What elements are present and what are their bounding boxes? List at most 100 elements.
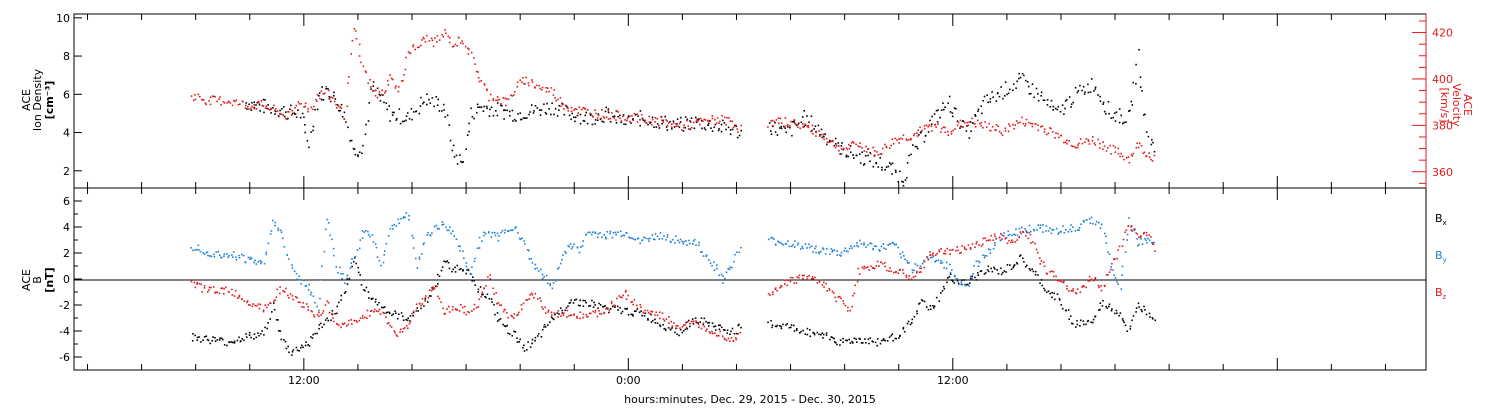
by-point [521,237,523,240]
velocity-point [908,139,910,141]
density-point [908,154,910,157]
bx-point [1118,314,1120,317]
velocity-point [1081,142,1084,145]
velocity-point [478,80,481,83]
bz-point [619,296,622,299]
by-point [597,233,600,235]
density-point [881,166,883,169]
density-point [969,121,972,123]
density-point [811,129,813,132]
density-point [459,154,461,156]
by-point [914,263,917,265]
velocity-point [673,122,675,124]
velocity-point [607,109,610,112]
bx-point [957,282,960,284]
velocity-point [654,117,657,119]
density-point [1019,76,1022,79]
bx-point [362,289,365,291]
by-point [503,231,506,234]
velocity-point [931,130,933,132]
bx-point [694,317,697,319]
density-point [1131,104,1134,106]
bz-point [1010,241,1012,244]
velocity-point [1137,146,1140,149]
velocity-point [1047,132,1050,135]
bx-point [376,304,379,306]
bz-point [216,291,219,294]
density-point [279,109,281,112]
bx-point [991,270,994,273]
velocity-point [353,28,356,30]
bx-point [735,332,738,335]
velocity-point [355,38,358,40]
density-point [918,134,920,136]
velocity-point [1077,144,1079,146]
by-point [1050,232,1053,235]
bz-point [196,281,198,284]
bz-point [465,313,467,316]
bx-point [848,338,850,341]
bx-point [927,308,930,311]
density-point [720,130,723,133]
bz-point [590,312,592,315]
bx-point [551,317,554,320]
density-point [1007,92,1010,95]
by-point [649,237,651,240]
bx-point [496,312,499,314]
density-point [508,110,511,113]
bx-point [790,324,793,326]
by-point [736,251,738,253]
bz-point [886,269,888,272]
by-point [1020,232,1022,235]
by-point [809,246,811,249]
velocity-point [660,116,662,118]
by-point [636,238,639,240]
bz-point [389,324,391,327]
bx-point [1028,268,1031,270]
bz-point [347,323,349,326]
bz-point [1079,291,1082,293]
density-point [426,93,428,95]
by-point [333,254,335,257]
density-point [303,116,305,119]
density-point [974,114,976,116]
bx-point [1067,309,1070,311]
density-point [711,130,714,132]
velocity-point [789,125,791,127]
bz-point [803,274,805,277]
bx-point [473,280,475,282]
bz-point [1105,274,1108,276]
velocity-point [470,51,473,54]
by-point [812,251,814,253]
density-point [410,108,413,110]
bx-point [1115,309,1118,312]
bz-point [729,340,731,342]
by-point [968,285,970,287]
bz-point [234,289,237,292]
velocity-point [362,65,365,68]
velocity-point [418,46,420,48]
density-point [901,180,903,183]
by-point [973,264,975,267]
density-point [863,163,866,165]
bz-point [818,281,821,283]
density-point [970,130,972,132]
by-point [1036,229,1038,231]
velocity-point [709,120,711,123]
bz-point [943,252,945,255]
bz-point [424,300,427,302]
bottom-panel-frame [73,187,1427,371]
bz-point [712,332,714,335]
bz-point [844,304,847,307]
by-point [941,261,944,264]
bx-point [1056,293,1059,295]
velocity-point [582,107,584,109]
by-point [358,247,361,250]
bz-point [385,316,387,318]
by-point [465,265,468,268]
by-point [314,302,316,304]
velocity-point [872,146,874,149]
velocity-point [480,79,483,82]
bz-point [462,306,464,309]
density-point [789,126,791,129]
